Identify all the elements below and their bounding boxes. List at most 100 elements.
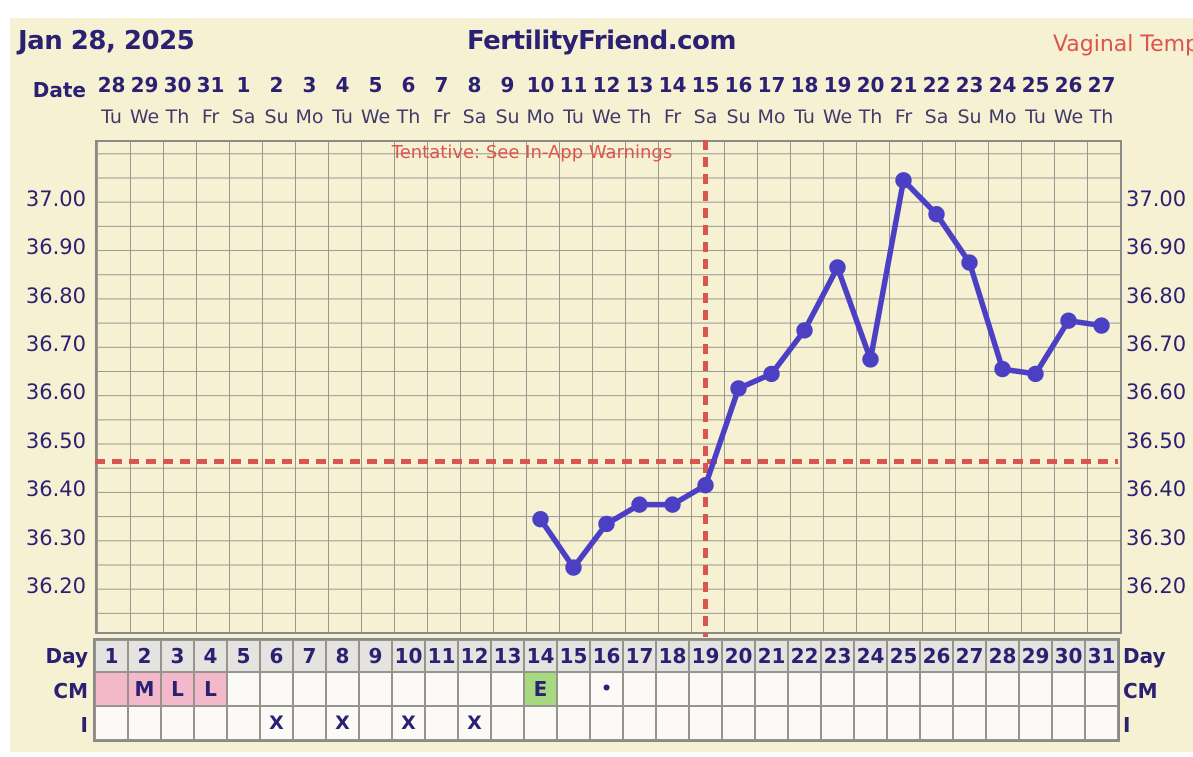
- temp-point-day-17[interactable]: [631, 496, 648, 513]
- temp-point-day-14[interactable]: [532, 510, 549, 528]
- intercourse-cell-21[interactable]: [755, 706, 788, 740]
- intercourse-cell-14[interactable]: [524, 706, 557, 740]
- temp-point-day-15[interactable]: [565, 559, 582, 576]
- cm-cell-20[interactable]: [722, 672, 755, 706]
- intercourse-cell-30[interactable]: [1052, 706, 1085, 740]
- cm-cell-6[interactable]: [260, 672, 293, 706]
- cm-cell-25[interactable]: [887, 672, 920, 706]
- intercourse-cell-10[interactable]: X: [392, 706, 425, 740]
- intercourse-cell-7[interactable]: [293, 706, 326, 740]
- intercourse-cell-8[interactable]: X: [326, 706, 359, 740]
- day-cell-17[interactable]: 17: [623, 640, 656, 672]
- intercourse-cell-15[interactable]: [557, 706, 590, 740]
- temp-point-day-16[interactable]: [598, 515, 615, 533]
- intercourse-cell-25[interactable]: [887, 706, 920, 740]
- intercourse-cell-26[interactable]: [920, 706, 953, 740]
- day-cell-6[interactable]: 6: [260, 640, 293, 672]
- cm-cell-26[interactable]: [920, 672, 953, 706]
- intercourse-cell-24[interactable]: [854, 706, 887, 740]
- temp-point-day-24[interactable]: [862, 351, 879, 368]
- day-cell-13[interactable]: 13: [491, 640, 524, 672]
- intercourse-cell-28[interactable]: [986, 706, 1019, 740]
- cm-cell-4[interactable]: L: [194, 672, 227, 706]
- intercourse-cell-27[interactable]: [953, 706, 986, 740]
- day-cell-27[interactable]: 27: [953, 640, 986, 672]
- temp-point-day-28[interactable]: [994, 360, 1011, 378]
- cm-cell-22[interactable]: [788, 672, 821, 706]
- cm-cell-21[interactable]: [755, 672, 788, 706]
- cm-cell-30[interactable]: [1052, 672, 1085, 706]
- cm-cell-14[interactable]: E: [524, 672, 557, 706]
- intercourse-cell-13[interactable]: [491, 706, 524, 740]
- day-cell-26[interactable]: 26: [920, 640, 953, 672]
- day-cell-12[interactable]: 12: [458, 640, 491, 672]
- temp-point-day-25[interactable]: [895, 172, 912, 189]
- day-cell-19[interactable]: 19: [689, 640, 722, 672]
- intercourse-cell-6[interactable]: X: [260, 706, 293, 740]
- intercourse-cell-5[interactable]: [227, 706, 260, 740]
- day-cell-3[interactable]: 3: [161, 640, 194, 672]
- day-cell-7[interactable]: 7: [293, 640, 326, 672]
- temp-point-day-29[interactable]: [1027, 365, 1044, 383]
- intercourse-cell-4[interactable]: [194, 706, 227, 740]
- temp-point-day-18[interactable]: [664, 496, 681, 513]
- cm-cell-12[interactable]: [458, 672, 491, 706]
- cm-cell-5[interactable]: [227, 672, 260, 706]
- intercourse-cell-2[interactable]: [128, 706, 161, 740]
- cm-cell-17[interactable]: [623, 672, 656, 706]
- cm-cell-7[interactable]: [293, 672, 326, 706]
- cm-cell-11[interactable]: [425, 672, 458, 706]
- day-cell-18[interactable]: 18: [656, 640, 689, 672]
- cm-cell-15[interactable]: [557, 672, 590, 706]
- cm-cell-31[interactable]: [1085, 672, 1118, 706]
- intercourse-cell-23[interactable]: [821, 706, 854, 740]
- day-cell-23[interactable]: 23: [821, 640, 854, 672]
- cm-cell-23[interactable]: [821, 672, 854, 706]
- day-cell-11[interactable]: 11: [425, 640, 458, 672]
- day-cell-4[interactable]: 4: [194, 640, 227, 672]
- day-cell-22[interactable]: 22: [788, 640, 821, 672]
- cm-cell-8[interactable]: [326, 672, 359, 706]
- intercourse-cell-22[interactable]: [788, 706, 821, 740]
- intercourse-cell-16[interactable]: [590, 706, 623, 740]
- day-cell-15[interactable]: 15: [557, 640, 590, 672]
- temp-point-day-31[interactable]: [1093, 317, 1110, 334]
- intercourse-cell-1[interactable]: [95, 706, 128, 740]
- cm-cell-9[interactable]: [359, 672, 392, 706]
- cm-cell-27[interactable]: [953, 672, 986, 706]
- intercourse-cell-12[interactable]: X: [458, 706, 491, 740]
- cm-cell-28[interactable]: [986, 672, 1019, 706]
- day-cell-20[interactable]: 20: [722, 640, 755, 672]
- day-cell-21[interactable]: 21: [755, 640, 788, 672]
- cm-cell-13[interactable]: [491, 672, 524, 706]
- day-cell-1[interactable]: 1: [95, 640, 128, 672]
- intercourse-cell-3[interactable]: [161, 706, 194, 740]
- day-cell-31[interactable]: 31: [1085, 640, 1118, 672]
- temp-point-day-19[interactable]: [697, 477, 714, 494]
- day-cell-8[interactable]: 8: [326, 640, 359, 672]
- day-cell-24[interactable]: 24: [854, 640, 887, 672]
- intercourse-cell-9[interactable]: [359, 706, 392, 740]
- day-cell-28[interactable]: 28: [986, 640, 1019, 672]
- day-cell-14[interactable]: 14: [524, 640, 557, 672]
- intercourse-cell-17[interactable]: [623, 706, 656, 740]
- temp-point-day-23[interactable]: [829, 259, 846, 276]
- cm-cell-29[interactable]: [1019, 672, 1052, 706]
- day-cell-9[interactable]: 9: [359, 640, 392, 672]
- cm-cell-3[interactable]: L: [161, 672, 194, 706]
- intercourse-cell-29[interactable]: [1019, 706, 1052, 740]
- temp-point-day-26[interactable]: [928, 206, 945, 223]
- temp-point-day-22[interactable]: [796, 322, 813, 339]
- day-cell-5[interactable]: 5: [227, 640, 260, 672]
- cm-cell-16[interactable]: •: [590, 672, 623, 706]
- intercourse-cell-31[interactable]: [1085, 706, 1118, 740]
- day-cell-10[interactable]: 10: [392, 640, 425, 672]
- temp-point-day-21[interactable]: [763, 365, 780, 383]
- day-cell-2[interactable]: 2: [128, 640, 161, 672]
- temp-point-day-27[interactable]: [961, 254, 978, 271]
- cm-cell-2[interactable]: M: [128, 672, 161, 706]
- cm-cell-18[interactable]: [656, 672, 689, 706]
- temp-point-day-20[interactable]: [730, 380, 747, 397]
- day-cell-16[interactable]: 16: [590, 640, 623, 672]
- temp-point-day-30[interactable]: [1060, 312, 1077, 329]
